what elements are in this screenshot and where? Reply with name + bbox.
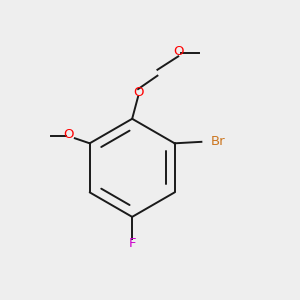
Text: Br: Br	[210, 135, 225, 148]
Text: O: O	[133, 85, 143, 98]
Text: O: O	[64, 128, 74, 141]
Text: F: F	[128, 237, 136, 250]
Text: O: O	[173, 45, 184, 58]
